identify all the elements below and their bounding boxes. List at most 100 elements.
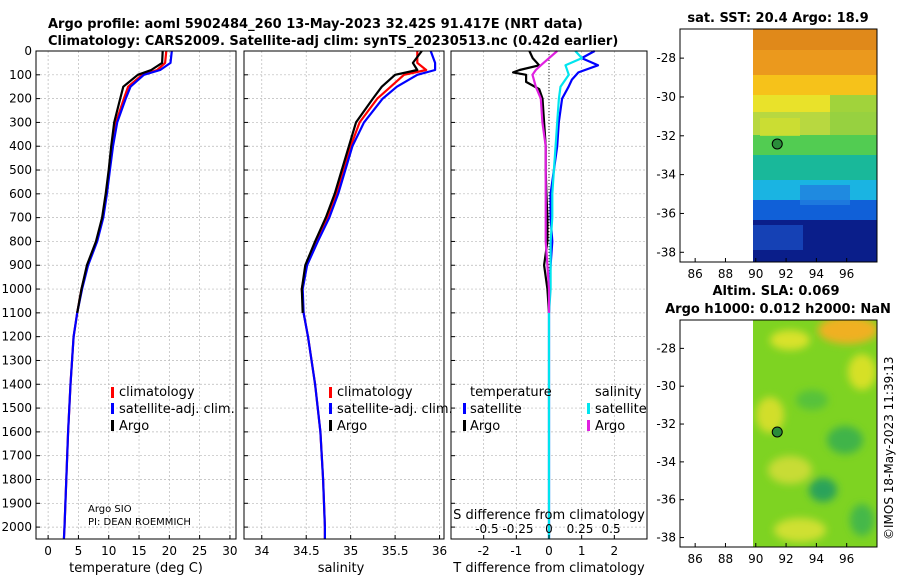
y-tick-label: 900 <box>9 258 32 272</box>
salinity-legend: climatology satellite-adj. clim. Argo <box>329 385 453 434</box>
y-tick-label: 1400 <box>1 377 32 391</box>
y-tick-label: 1800 <box>1 472 32 486</box>
sla-blob <box>827 426 863 454</box>
legend-climatology: climatology <box>119 385 195 400</box>
x-top-tick-label: 0.5 <box>602 522 621 536</box>
figure-title-line1: Argo profile: aoml 5902484_260 13-May-20… <box>48 17 583 32</box>
difference-legend: temperature salinity satellite Argo sate… <box>463 385 647 434</box>
y-tick-label: 700 <box>9 211 32 225</box>
sla-blob <box>850 504 874 536</box>
sst-map-frame <box>679 28 878 263</box>
difference-xlabel-top: S difference from climatology <box>453 508 645 523</box>
y-tick-label: 1300 <box>1 353 32 367</box>
sst-patch <box>830 95 877 135</box>
y-tick-label: 0 <box>24 44 32 58</box>
y-tick-label: 500 <box>9 163 32 177</box>
map-y-tick-label: -32 <box>656 129 676 143</box>
map-y-tick-label: -36 <box>656 493 676 507</box>
series-line-climatology <box>62 50 168 540</box>
legend-swatch-s-satellite <box>587 403 590 414</box>
imos-credit: ©IMOS 18-May-2023 11:39:13 <box>882 356 896 540</box>
temperature-panel: 0 5 10 15 20 25 300100200300400500600700800900… <box>1 44 237 576</box>
map-y-tick-label: -32 <box>656 417 676 431</box>
y-tick-label: 1000 <box>1 282 32 296</box>
map-x-tick-label: 94 <box>809 267 824 281</box>
legend-satellite-adj: satellite-adj. clim. <box>119 402 235 417</box>
sla-blob <box>848 354 876 390</box>
legend-swatch-t-satellite <box>463 403 466 414</box>
sla-map-frame <box>679 319 878 548</box>
sst-patch <box>753 225 803 250</box>
legend-t-satellite: satellite <box>470 402 522 417</box>
legend-swatch-satellite-adj <box>329 403 332 414</box>
y-tick-label: 100 <box>9 68 32 82</box>
legend-header-salinity: salinity <box>595 385 642 400</box>
sla-blob <box>768 456 812 484</box>
sst-patch <box>760 118 800 136</box>
map-y-tick-label: -38 <box>656 245 676 259</box>
sst-map-title: sat. SST: 20.4 Argo: 18.9 <box>687 11 868 26</box>
y-tick-label: 400 <box>9 139 32 153</box>
x-tick-label: 35.5 <box>382 544 409 558</box>
x-tick-label: 0 <box>44 544 52 558</box>
series-line-argo <box>76 50 164 314</box>
temperature-xlabel: temperature (deg C) <box>69 561 203 576</box>
map-x-tick-label: 86 <box>688 267 703 281</box>
map-x-tick-label: 86 <box>688 552 703 566</box>
sla-argo-float-marker <box>771 426 783 438</box>
y-tick-label: 1500 <box>1 401 32 415</box>
x-tick-label: 15 <box>131 544 146 558</box>
map-x-tick-label: 90 <box>748 552 763 566</box>
legend-swatch-t-argo <box>463 420 466 431</box>
series-line-satellite-adj-clim- <box>301 50 437 539</box>
legend-swatch-argo <box>329 420 332 431</box>
x-top-tick-label: -0.5 <box>475 522 498 536</box>
x-tick-label: 35 <box>343 544 358 558</box>
x-tick-label: 25 <box>192 544 207 558</box>
series-line-satellite-adj-clim- <box>62 50 173 540</box>
x-tick-label: 2 <box>611 544 619 558</box>
sst-map-panel: sat. SST: 20.4 Argo: 18.9 86 88 90 92 94 96 -2… <box>656 11 878 281</box>
salinity-panel: 34 34.5 35 35.5 36 salinity climatology sate… <box>243 50 453 576</box>
series-line-s-argo <box>531 50 558 313</box>
sla-blob <box>796 390 828 410</box>
y-tick-label: 1200 <box>1 330 32 344</box>
x-tick-label: 10 <box>101 544 116 558</box>
sla-map-panel: Altim. SLA: 0.069 Argo h1000: 0.012 h200… <box>656 284 890 566</box>
x-tick-label: 0 <box>545 544 553 558</box>
map-y-tick-label: -38 <box>656 531 676 545</box>
map-x-tick-label: 96 <box>839 267 854 281</box>
y-tick-label: 200 <box>9 92 32 106</box>
sla-blob <box>774 518 826 542</box>
legend-swatch-argo <box>111 420 114 431</box>
map-y-tick-label: -30 <box>656 379 676 393</box>
argo-pi: PI: DEAN ROEMMICH <box>88 517 191 528</box>
legend-swatch-climatology <box>329 387 332 398</box>
map-y-tick-label: -30 <box>656 90 676 104</box>
map-y-tick-label: -28 <box>656 51 676 65</box>
x-tick-label: 34.5 <box>293 544 320 558</box>
argo-institution: Argo SIO <box>88 504 132 515</box>
y-tick-label: 1700 <box>1 449 32 463</box>
legend-satellite-adj: satellite-adj. clim. <box>337 402 453 417</box>
map-x-tick-label: 88 <box>718 552 733 566</box>
sla-blob <box>818 320 877 344</box>
sst-patch <box>800 185 850 205</box>
legend-argo: Argo <box>337 419 367 434</box>
x-tick-label: 30 <box>222 544 237 558</box>
x-tick-label: 5 <box>75 544 83 558</box>
y-tick-label: 600 <box>9 187 32 201</box>
series-line-argo <box>300 50 423 313</box>
sla-blob <box>809 478 837 502</box>
map-y-tick-label: -34 <box>656 455 676 469</box>
salinity-plot-frame <box>243 50 445 540</box>
sst-argo-float-marker <box>771 138 783 150</box>
map-y-tick-label: -28 <box>656 341 676 355</box>
legend-header-temperature: temperature <box>470 385 552 400</box>
salinity-xlabel: salinity <box>318 561 365 576</box>
y-tick-label: 800 <box>9 234 32 248</box>
x-tick-label: 20 <box>162 544 177 558</box>
map-x-tick-label: 92 <box>778 267 793 281</box>
x-tick-label: 1 <box>578 544 586 558</box>
